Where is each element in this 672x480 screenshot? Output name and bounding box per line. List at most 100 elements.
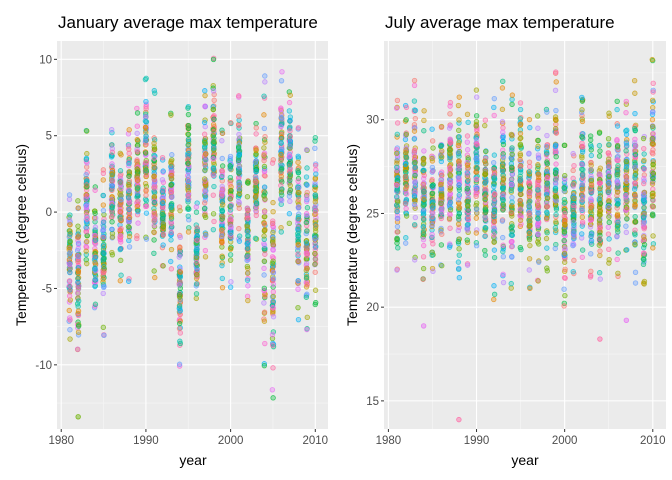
july-data-point: [403, 104, 410, 111]
january-data-point: [278, 124, 284, 130]
january-data-point: [202, 103, 208, 110]
july-data-point: [527, 124, 533, 131]
july-data-point: [579, 94, 585, 101]
july-data-point: [455, 213, 462, 220]
july-data-point: [552, 193, 559, 200]
january-data-point: [117, 232, 124, 239]
january-data-point: [295, 159, 301, 166]
january-data-point: [261, 209, 268, 215]
july-data-point: [482, 252, 489, 258]
january-data-point: [83, 196, 89, 202]
july-data-point: [500, 197, 506, 203]
july-data-point: [447, 151, 454, 157]
january-data-point: [253, 147, 259, 154]
january-data-point: [126, 146, 132, 152]
july-data-point: [614, 223, 621, 230]
july-data-point: [402, 173, 409, 180]
july-data-point: [650, 141, 657, 148]
january-data-point: [210, 192, 216, 198]
january-data-point: [185, 142, 191, 148]
july-data-point: [605, 164, 612, 170]
january-data-point: [278, 78, 285, 84]
july-data-point: [596, 130, 603, 136]
july-data-point: [473, 113, 480, 119]
july-data-point: [395, 245, 401, 251]
january-data-point: [295, 286, 301, 293]
july-data-point: [597, 200, 604, 206]
july-data-point: [456, 134, 462, 140]
january-data-point: [287, 166, 294, 172]
january-data-point: [66, 196, 73, 202]
july-data-point: [606, 256, 612, 263]
july-data-point: [411, 153, 418, 160]
january-data-point: [75, 308, 82, 314]
january-data-point: [270, 395, 276, 401]
july-data-point: [570, 242, 576, 249]
july-data-point: [632, 159, 638, 166]
january-data-point: [109, 187, 115, 194]
july-data-point: [543, 143, 550, 150]
january-data-point: [75, 303, 81, 310]
january-data-point: [143, 141, 149, 147]
january-data-point: [270, 365, 276, 371]
january-data-point: [100, 219, 107, 225]
july-data-point: [482, 180, 489, 186]
july-data-point: [491, 166, 497, 173]
january-data-point: [100, 243, 107, 249]
january-data-point: [151, 155, 157, 161]
july-data-point: [597, 165, 604, 171]
july-data-point: [615, 270, 621, 276]
january-data-point: [118, 186, 124, 192]
january-data-point: [295, 233, 302, 240]
january-data-point: [101, 332, 107, 339]
july-data-point: [553, 211, 559, 218]
january-data-point: [125, 182, 132, 188]
january-data-point: [202, 189, 208, 195]
january-outlier-point: [75, 414, 81, 420]
january-data-point: [185, 105, 191, 111]
july-data-point: [491, 296, 497, 303]
january-data-point: [312, 134, 319, 141]
july-data-point: [393, 150, 400, 157]
january-data-point: [126, 237, 132, 244]
january-data-point: [151, 210, 157, 217]
january-data-point: [75, 198, 81, 204]
january-data-point: [278, 229, 284, 235]
january-data-point: [270, 246, 276, 253]
january-data-point: [210, 56, 217, 63]
july-data-point: [588, 197, 595, 203]
january-data-point: [126, 173, 132, 179]
january-data-point: [312, 228, 319, 234]
july-data-point: [430, 268, 436, 275]
july-data-point: [650, 131, 656, 137]
january-data-point: [227, 284, 234, 290]
july-data-point: [570, 150, 576, 157]
july-data-point: [499, 106, 506, 113]
july-data-point: [429, 164, 436, 171]
january-data-point: [109, 161, 115, 167]
july-x-tick-label: 1990: [464, 435, 490, 447]
january-data-point: [109, 226, 115, 232]
july-data-point: [411, 128, 418, 134]
july-data-point: [552, 245, 558, 252]
january-data-point: [220, 202, 226, 208]
july-data-point: [499, 85, 506, 91]
july-data-point: [579, 172, 586, 178]
july-data-point: [420, 237, 427, 243]
july-data-point: [465, 202, 471, 209]
july-data-point: [623, 158, 630, 165]
july-data-point: [596, 242, 603, 248]
january-data-point: [186, 150, 192, 157]
july-data-point: [570, 182, 577, 188]
july-data-point: [614, 180, 621, 186]
january-data-point: [253, 200, 260, 207]
july-data-point: [544, 255, 550, 261]
july-data-point: [447, 212, 453, 218]
january-data-point: [92, 276, 99, 282]
july-data-point: [517, 176, 524, 182]
january-data-point: [134, 177, 141, 183]
january-data-point: [159, 177, 166, 183]
january-data-point: [210, 165, 217, 171]
january-data-point: [295, 241, 301, 247]
january-data-point: [261, 93, 267, 99]
